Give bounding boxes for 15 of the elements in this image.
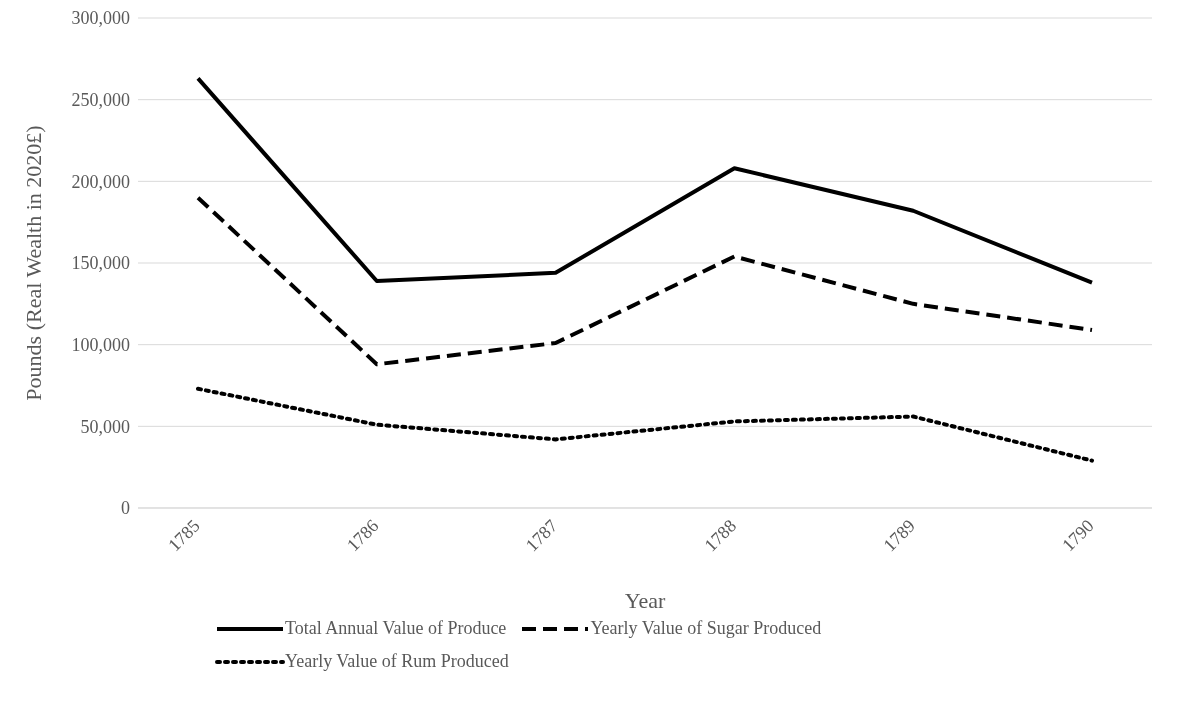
y-tick-label: 300,000 — [71, 8, 130, 29]
legend-label: Yearly Value of Sugar Produced — [590, 618, 822, 639]
line-series — [196, 386, 1094, 463]
y-tick-label: 100,000 — [71, 335, 130, 356]
y-tick-label: 150,000 — [71, 253, 130, 274]
y-tick-label: 50,000 — [80, 416, 130, 437]
line-series — [196, 76, 1094, 285]
x-axis-title: Year — [624, 588, 666, 613]
y-tick-label: 0 — [121, 498, 130, 519]
legend-label: Yearly Value of Rum Produced — [285, 651, 509, 672]
line-series — [196, 195, 1094, 367]
y-tick-label: 200,000 — [71, 171, 130, 192]
legend-label: Total Annual Value of Produce — [285, 618, 507, 639]
y-tick-label: 250,000 — [71, 90, 130, 111]
y-axis-title: Pounds (Real Wealth in 2020£) — [20, 125, 46, 401]
